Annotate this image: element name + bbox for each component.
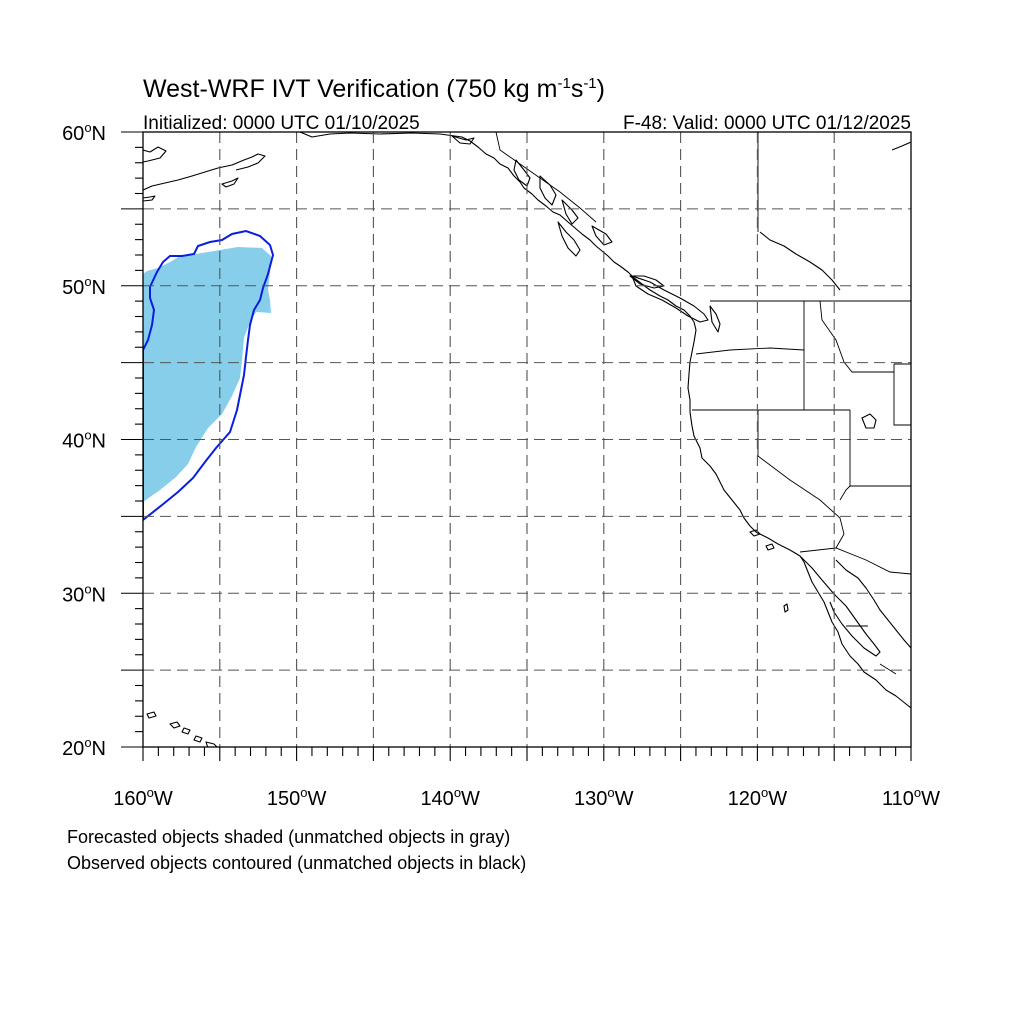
lat-tick-label: 30oN — [62, 581, 106, 606]
lat-tick-label: 40oN — [62, 428, 106, 453]
map-title: West-WRF IVT Verification (750 kg m-1s-1… — [143, 75, 605, 103]
map-plot-area — [143, 132, 911, 747]
latitude-labels: 60oN 50oN 40oN 30oN 20oN — [62, 120, 106, 760]
forecast-ivt-object — [143, 247, 271, 502]
hawaii-islands — [146, 711, 157, 719]
vancouver-island — [631, 275, 709, 323]
political-borders — [495, 132, 911, 675]
footnote-observed: Observed objects contoured (unmatched ob… — [67, 853, 526, 873]
lon-tick-label: 150oW — [267, 785, 327, 810]
baja-california — [799, 555, 881, 657]
lon-tick-label: 120oW — [728, 785, 788, 810]
lat-tick-label: 20oN — [62, 735, 106, 760]
footnote-forecast: Forecasted objects shaded (unmatched obj… — [67, 827, 510, 847]
lon-tick-label: 140oW — [420, 785, 480, 810]
lon-tick-label: 110oW — [882, 785, 940, 810]
lat-tick-label: 50oN — [62, 274, 106, 299]
init-time-label: Initialized: 0000 UTC 01/10/2025 — [143, 113, 420, 134]
graticule — [143, 132, 911, 747]
valid-time-label: F-48: Valid: 0000 UTC 01/12/2025 — [623, 113, 911, 134]
alaska-coast — [143, 146, 167, 163]
lat-tick-label: 60oN — [62, 120, 106, 145]
longitude-labels: 160oW 150oW 140oW 130oW 120oW 110oW — [113, 785, 940, 810]
lon-tick-label: 130oW — [574, 785, 634, 810]
axis-ticks — [121, 131, 912, 761]
observed-ivt-contour — [143, 229, 275, 522]
lon-tick-label: 160oW — [113, 785, 173, 810]
